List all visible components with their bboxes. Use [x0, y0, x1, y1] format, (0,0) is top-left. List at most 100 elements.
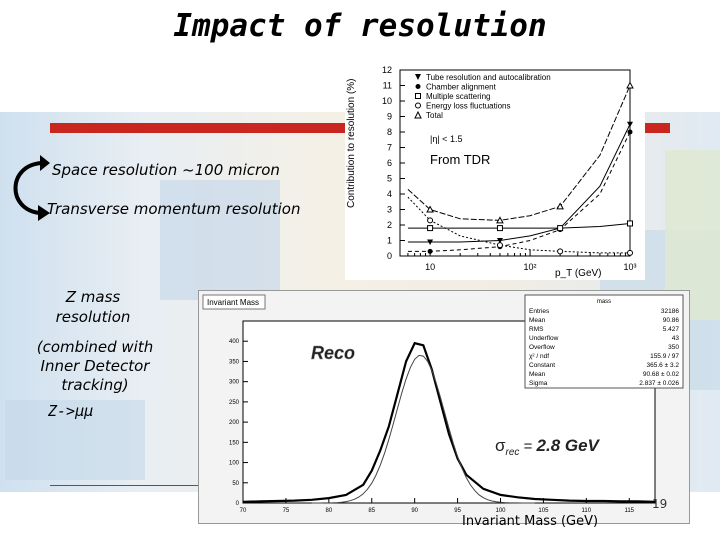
mass-x-tick-label: 70: [240, 508, 247, 514]
mass-x-tick-label: 85: [368, 508, 375, 514]
tdr-x-tick-label: 10: [425, 262, 435, 272]
tdr-data-point: [626, 81, 634, 89]
tdr-data-point: [556, 202, 564, 210]
tdr-y-axis-label: Contribution to resolution (%): [346, 78, 357, 208]
stats-key: RMS: [529, 326, 544, 333]
slide-title: Impact of resolution: [173, 8, 547, 44]
legend-marker: [415, 102, 421, 109]
mass-y-tick-label: 350: [229, 359, 240, 365]
legend-label: Total: [426, 111, 443, 120]
mass-x-tick-label: 80: [325, 508, 332, 514]
tdr-data-point: [627, 220, 633, 227]
combined-line3: tracking): [61, 376, 129, 394]
stats-key: Sigma: [529, 380, 548, 387]
reco-label: Reco: [311, 343, 355, 363]
tdr-y-tick-label: 12: [382, 65, 392, 75]
stats-value: 2.837 ± 0.026: [639, 380, 679, 387]
mass-x-tick-label: 115: [624, 508, 634, 514]
tdr-y-tick-label: 5: [387, 174, 392, 184]
mass-y-tick-label: 200: [229, 420, 240, 426]
tdr-y-tick-label: 3: [387, 205, 392, 215]
mass-y-tick-label: 50: [232, 481, 239, 487]
mass-plot-title: Invariant Mass: [207, 298, 259, 307]
tdr-y-tick-label: 0: [387, 251, 392, 261]
tdr-data-point: [496, 225, 503, 232]
tdr-data-point: [427, 225, 434, 232]
tdr-y-tick-label: 4: [387, 189, 392, 199]
stats-key: Entries: [529, 308, 550, 315]
z-mumu-text: Z->μμ: [48, 402, 94, 420]
mass-x-tick-label: 100: [495, 508, 506, 514]
invariant-mass-plot: Invariant Mass 0 50 100 150 200 250 300 350 400 7…: [198, 290, 690, 524]
tdr-series-line: [407, 124, 631, 243]
z-mass-line2: resolution: [55, 308, 131, 326]
mass-y-tick-label: 0: [236, 501, 240, 507]
legend-marker: [415, 84, 421, 89]
tdr-series-line: [407, 131, 631, 252]
mass-x-tick-label: 90: [411, 508, 418, 514]
tdr-data-point: [627, 129, 633, 135]
tdr-data-point: [557, 225, 564, 232]
mass-y-tick-label: 150: [229, 440, 240, 446]
stats-value: 155.9 / 97: [650, 353, 679, 360]
background-detail: [5, 400, 145, 480]
stats-value: 90.68 ± 0.02: [643, 371, 679, 378]
tdr-y-tick-label: 11: [383, 81, 392, 91]
background-detail: [160, 180, 280, 300]
stats-value: 32186: [661, 308, 679, 315]
tdr-data-point: [627, 121, 633, 128]
z-mass-text: Z mass resolution: [28, 287, 158, 327]
tdr-eta-cut: |η| < 1.5: [430, 134, 462, 144]
mass-y-tick-label: 300: [229, 380, 240, 386]
mass-x-axis-label: Invariant Mass (GeV): [462, 514, 599, 529]
stats-key: Constant: [529, 362, 555, 369]
combined-line1: (combined with: [36, 338, 154, 356]
stats-key: χ² / ndf: [529, 353, 549, 360]
transverse-resolution-text: Transverse momentum resolution: [47, 200, 301, 218]
mass-x-tick-label: 95: [454, 508, 461, 514]
tdr-data-point: [426, 205, 434, 213]
tdr-y-tick-label: 1: [387, 236, 392, 246]
mass-y-tick-label: 100: [229, 461, 240, 467]
legend-marker: [415, 74, 421, 80]
tdr-y-tick-label: 6: [387, 158, 392, 168]
tdr-series-line: [407, 196, 630, 254]
legend-marker: [415, 93, 421, 99]
tdr-data-point: [557, 248, 564, 255]
curved-arrow-icon: [13, 155, 50, 221]
mass-x-tick-label: 110: [582, 508, 592, 514]
legend-marker: [414, 110, 422, 119]
tdr-x-tick-label: 10²: [524, 262, 537, 272]
tdr-annotation: From TDR: [430, 152, 490, 167]
stats-value: 90.86: [663, 317, 680, 324]
stats-key: Mean: [529, 371, 546, 378]
gaussian-fit: [311, 354, 535, 504]
legend-label: Tube resolution and autocalibration: [426, 73, 551, 82]
combined-text: (combined with Inner Detector tracking): [22, 338, 168, 395]
combined-line2: Inner Detector: [40, 357, 150, 375]
legend-label: Multiple scattering: [426, 92, 490, 101]
tdr-data-point: [427, 239, 434, 246]
stats-value: 365.6 ± 3.2: [647, 362, 680, 369]
legend-label: Chamber alignment: [426, 83, 497, 92]
tdr-resolution-plot: 0 1 2 3 4 5 6 7 8 9 10 11 12 10 10² 10³ Contribution to…: [345, 58, 645, 280]
stats-box: [524, 294, 684, 389]
mass-x-tick-label: 105: [538, 508, 549, 514]
tdr-data-point: [427, 248, 433, 254]
tdr-series-line: [407, 222, 631, 229]
stats-key: Underflow: [529, 335, 559, 342]
tdr-y-tick-label: 7: [387, 143, 392, 153]
tdr-y-tick-label: 10: [382, 96, 392, 106]
mass-plot-svg: Invariant Mass 0 50 100 150 200 250 300 350 400 7…: [199, 291, 689, 523]
tdr-data-point: [496, 216, 504, 224]
stats-value: 350: [668, 344, 679, 351]
legend-label: Energy loss fluctuations: [426, 102, 511, 111]
mass-y-tick-label: 400: [229, 339, 240, 345]
tdr-x-axis-label: p_T (GeV): [555, 268, 602, 279]
divider: [50, 485, 200, 486]
tdr-data-point: [496, 238, 503, 244]
tdr-x-tick-label: 10³: [623, 262, 636, 272]
tdr-data-point: [627, 249, 633, 256]
stats-title: mass: [597, 299, 611, 305]
